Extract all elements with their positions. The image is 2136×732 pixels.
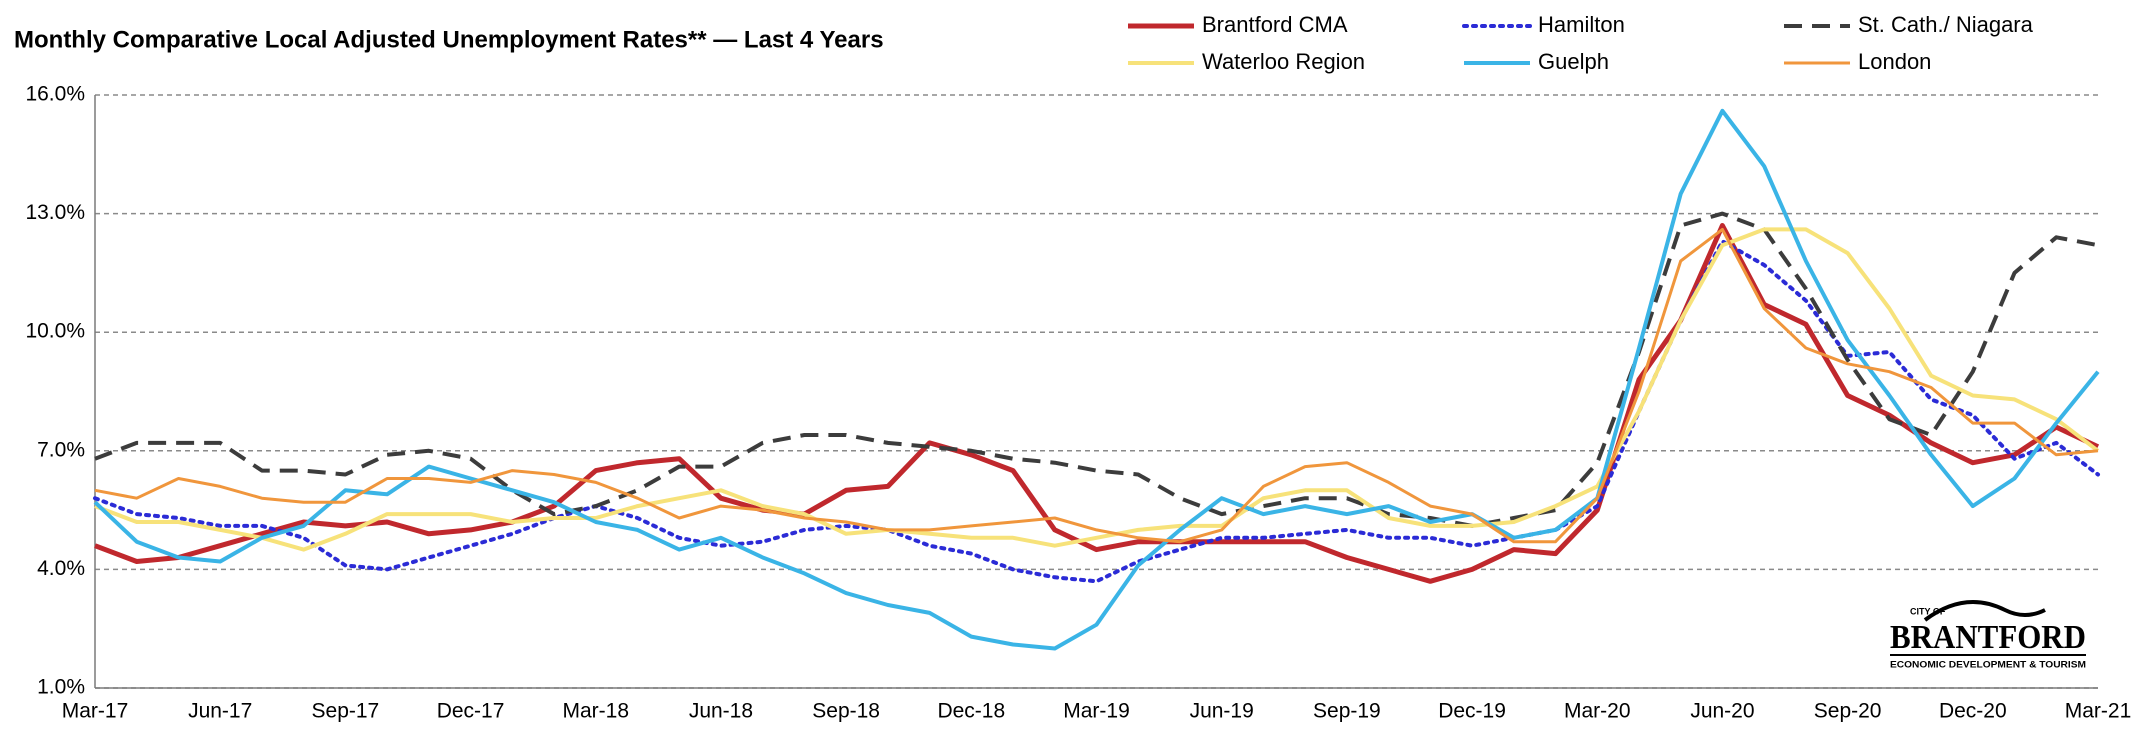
logo-swoosh [1923, 600, 2046, 622]
logo: CITY OF BRANTFORD ECONOMIC DEVELOPMENT &… [1890, 600, 2086, 669]
chart-title: Monthly Comparative Local Adjusted Unemp… [14, 26, 884, 53]
logo-tagline: ECONOMIC DEVELOPMENT & TOURISM [1890, 659, 2086, 669]
x-tick-label: Dec-18 [937, 700, 1005, 723]
series-line [94, 223, 2100, 584]
x-tick-label: Sep-20 [1814, 700, 1882, 723]
x-tick-label: Dec-19 [1438, 700, 1506, 723]
x-tick-label: Jun-19 [1190, 700, 1254, 723]
legend-label: Waterloo Region [1202, 49, 1365, 74]
y-tick-label: 7.0% [37, 438, 85, 461]
y-tick-label: 16.0% [25, 83, 85, 106]
x-tick-label: Mar-18 [562, 700, 629, 723]
legend-label: London [1858, 49, 1931, 74]
series-line [93, 239, 2100, 584]
x-tick-label: Mar-17 [62, 700, 129, 723]
y-tick-label: 1.0% [37, 676, 85, 699]
legend-label: Guelph [1538, 49, 1609, 74]
x-tick-label: Sep-18 [812, 700, 880, 723]
x-tick-label: Dec-20 [1939, 700, 2007, 723]
x-tick-label: Jun-17 [188, 700, 252, 723]
series-line [94, 227, 2099, 544]
x-tick-label: Jun-20 [1690, 700, 1754, 723]
legend-label: Brantford CMA [1202, 12, 1348, 37]
legend-label: St. Cath./ Niagara [1858, 12, 2034, 37]
y-tick-label: 10.0% [25, 320, 85, 343]
x-tick-label: Dec-17 [437, 700, 505, 723]
x-tick-label: Jun-18 [689, 700, 753, 723]
x-tick-label: Mar-20 [1564, 700, 1631, 723]
logo-top: CITY OF [1910, 606, 1946, 616]
x-tick-label: Mar-19 [1063, 700, 1130, 723]
x-tick-label: Mar-21 [2065, 700, 2132, 723]
y-tick-label: 13.0% [25, 201, 85, 224]
logo-name: BRANTFORD [1890, 619, 2086, 656]
y-tick-label: 4.0% [37, 557, 85, 580]
series-line [93, 108, 2100, 651]
x-tick-label: Sep-19 [1313, 700, 1381, 723]
legend-label: Hamilton [1538, 12, 1625, 37]
series-line [94, 227, 2100, 552]
x-tick-label: Sep-17 [312, 700, 380, 723]
